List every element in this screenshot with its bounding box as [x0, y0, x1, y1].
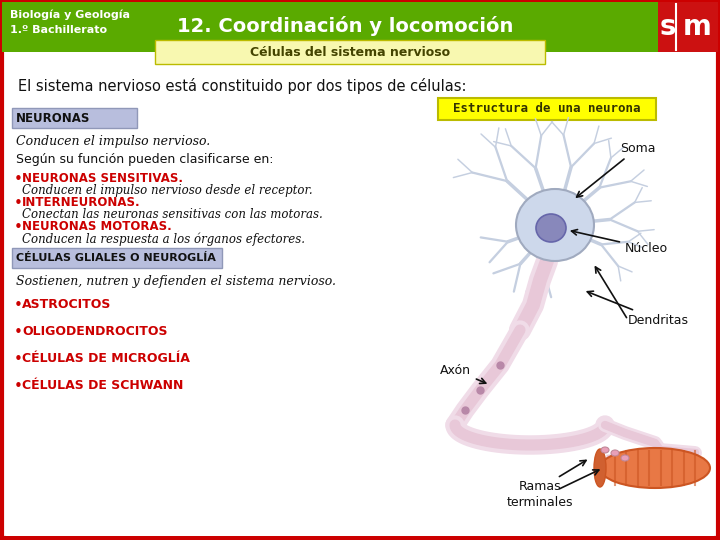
Text: •: • — [14, 220, 23, 235]
Text: INTERNEURONAS.: INTERNEURONAS. — [22, 196, 140, 209]
Text: CÉLULAS GLIALES O NEUROGLÍA: CÉLULAS GLIALES O NEUROGLÍA — [16, 253, 216, 263]
FancyBboxPatch shape — [6, 52, 714, 536]
Ellipse shape — [600, 448, 710, 488]
Text: •: • — [14, 196, 23, 211]
Text: Conducen el impulso nervioso.: Conducen el impulso nervioso. — [16, 135, 210, 148]
Text: Ramas
terminales: Ramas terminales — [507, 480, 573, 509]
Text: OLIGODENDROCITOS: OLIGODENDROCITOS — [22, 325, 168, 338]
Text: Soma: Soma — [577, 141, 655, 197]
Text: •: • — [14, 379, 23, 394]
Text: Sostienen, nutren y defienden el sistema nervioso.: Sostienen, nutren y defienden el sistema… — [16, 275, 336, 288]
FancyBboxPatch shape — [12, 248, 222, 268]
Text: CÉLULAS DE SCHWANN: CÉLULAS DE SCHWANN — [22, 379, 184, 392]
Text: El sistema nervioso está constituido por dos tipos de células:: El sistema nervioso está constituido por… — [18, 78, 467, 94]
Text: ASTROCITOS: ASTROCITOS — [22, 298, 112, 311]
Text: Dendritas: Dendritas — [588, 291, 689, 327]
FancyBboxPatch shape — [438, 98, 656, 120]
Text: Conectan las neuronas sensitivas con las motoras.: Conectan las neuronas sensitivas con las… — [22, 208, 323, 221]
Text: s: s — [660, 13, 676, 41]
Ellipse shape — [601, 447, 609, 453]
Text: NEURONAS SENSITIVAS.: NEURONAS SENSITIVAS. — [22, 172, 183, 185]
Text: •: • — [14, 325, 23, 340]
Text: 12. Coordinación y locomoción: 12. Coordinación y locomoción — [177, 16, 513, 36]
Text: Células del sistema nervioso: Células del sistema nervioso — [250, 45, 450, 58]
FancyBboxPatch shape — [155, 40, 545, 64]
Ellipse shape — [611, 450, 619, 456]
Text: Estructura de una neurona: Estructura de una neurona — [454, 103, 641, 116]
Ellipse shape — [621, 455, 629, 461]
Text: m: m — [683, 13, 711, 41]
Text: •: • — [14, 172, 23, 187]
Text: Conducen el impulso nervioso desde el receptor.: Conducen el impulso nervioso desde el re… — [22, 184, 312, 197]
FancyBboxPatch shape — [650, 2, 658, 52]
Text: Biología y Geología
1.º Bachillerato: Biología y Geología 1.º Bachillerato — [10, 10, 130, 35]
FancyBboxPatch shape — [658, 2, 718, 52]
Ellipse shape — [536, 214, 566, 242]
Text: CÉLULAS DE MICROGLÍA: CÉLULAS DE MICROGLÍA — [22, 352, 190, 365]
Text: Según su función pueden clasificarse en:: Según su función pueden clasificarse en: — [16, 153, 274, 166]
Text: •: • — [14, 352, 23, 367]
Ellipse shape — [516, 189, 594, 261]
Text: Conducen la respuesta a los órganos efectores.: Conducen la respuesta a los órganos efec… — [22, 232, 305, 246]
FancyBboxPatch shape — [12, 108, 137, 128]
Text: NEURONAS: NEURONAS — [16, 111, 91, 125]
Text: Núcleo: Núcleo — [572, 230, 668, 254]
Text: Axón: Axón — [440, 363, 486, 383]
Ellipse shape — [594, 449, 606, 487]
Text: NEURONAS MOTORAS.: NEURONAS MOTORAS. — [22, 220, 172, 233]
FancyBboxPatch shape — [2, 2, 718, 52]
Text: •: • — [14, 298, 23, 313]
